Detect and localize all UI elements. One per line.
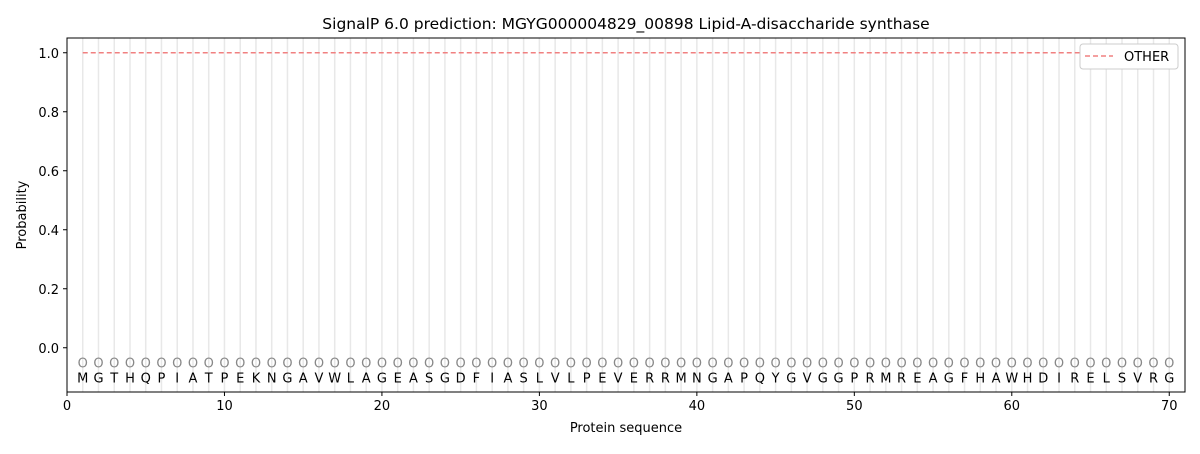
residue-label: M [77, 371, 88, 386]
residue-label: M [880, 371, 891, 386]
residue-label: I [490, 371, 494, 386]
residue-label: P [158, 371, 166, 386]
residue-label: A [929, 371, 938, 386]
residue-label: Y [771, 371, 780, 386]
residue-label: H [125, 371, 135, 386]
y-tick-label: 0.8 [38, 106, 59, 121]
chart-title: SignalP 6.0 prediction: MGYG000004829_00… [322, 15, 929, 34]
x-tick-label: 60 [1004, 399, 1021, 414]
x-tick-label: 10 [216, 399, 233, 414]
residue-label: D [456, 371, 466, 386]
residue-label: V [803, 371, 812, 386]
residue-label: I [175, 371, 179, 386]
residue-label: K [252, 371, 261, 386]
residue-label: G [786, 371, 796, 386]
residue-label: E [394, 371, 402, 386]
legend-box [1079, 43, 1179, 70]
residue-label: L [536, 371, 544, 386]
y-axis: 0.0 0.2 0.4 0.6 0.8 1.0 [38, 47, 67, 357]
residue-label: N [267, 371, 277, 386]
residue-label: G [1164, 371, 1174, 386]
x-tick-label: 50 [846, 399, 863, 414]
residue-label: L [347, 371, 355, 386]
residue-label: R [1070, 371, 1079, 386]
x-tick-label: 0 [63, 399, 71, 414]
residue-label: S [1118, 371, 1126, 386]
y-tick-label: 0.4 [38, 224, 59, 239]
residue-label: A [362, 371, 371, 386]
residue-label: E [913, 371, 921, 386]
residue-label: G [377, 371, 387, 386]
residue-label: H [1023, 371, 1033, 386]
y-tick-label: 1.0 [38, 47, 59, 62]
x-axis-label: Protein sequence [570, 421, 682, 436]
residue-label: A [409, 371, 418, 386]
residue-label: G [708, 371, 718, 386]
legend-label-other: OTHER [1124, 50, 1169, 65]
residue-label: P [850, 371, 858, 386]
y-tick-label: 0.2 [38, 283, 59, 298]
residue-label: V [1133, 371, 1142, 386]
residue-label: R [1149, 371, 1158, 386]
residue-label: G [944, 371, 954, 386]
residue-label: E [236, 371, 244, 386]
residue-label: L [1103, 371, 1111, 386]
residue-labels: OOOOOOOOOOOOOOOOOOOOOOOOOOOOOOOOOOOOOOOO… [77, 357, 1174, 387]
predicted-labels: OOOOOOOOOOOOOOOOOOOOOOOOOOOOOOOOOOOOOOOO… [78, 357, 1175, 372]
residue-label: H [975, 371, 985, 386]
residue-label: P [221, 371, 229, 386]
residue-label: G [93, 371, 103, 386]
residue-label: A [992, 371, 1001, 386]
residue-label: F [961, 371, 968, 386]
residue-label: E [1086, 371, 1094, 386]
residue-label: R [866, 371, 875, 386]
y-tick-label: 0.6 [38, 165, 59, 180]
x-tick-label: 20 [374, 399, 391, 414]
residue-label: A [299, 371, 308, 386]
residue-label: G [440, 371, 450, 386]
residue-label: T [204, 371, 213, 386]
residue-label: E [630, 371, 638, 386]
residue-label: M [676, 371, 687, 386]
plot-frame [66, 37, 1186, 393]
residue-label: S [520, 371, 528, 386]
residue-label: A [503, 371, 512, 386]
residue-label: W [328, 371, 341, 386]
residue-label: E [598, 371, 606, 386]
residue-label: W [1005, 371, 1018, 386]
residue-label: P [740, 371, 748, 386]
residue-label: R [661, 371, 670, 386]
residue-label: V [314, 371, 323, 386]
residue-label: T [109, 371, 118, 386]
residue-label: N [692, 371, 702, 386]
residue-label: G [818, 371, 828, 386]
residue-label: Q [141, 371, 151, 386]
x-tick-label: 40 [689, 399, 706, 414]
grid-lines [81, 38, 1171, 392]
residue-label: A [724, 371, 733, 386]
residue-label: R [645, 371, 654, 386]
residue-label: A [189, 371, 198, 386]
y-tick-label: 0.0 [38, 342, 59, 357]
residue-label: P [583, 371, 591, 386]
residue-label: V [614, 371, 623, 386]
residue-label: R [897, 371, 906, 386]
legend: OTHER [1079, 43, 1179, 70]
residue-label: D [1038, 371, 1048, 386]
residue-label: I [1057, 371, 1061, 386]
residue-label: Q [755, 371, 765, 386]
residue-label: F [473, 371, 480, 386]
x-tick-label: 30 [531, 399, 548, 414]
residue-label: G [834, 371, 844, 386]
residue-label: V [551, 371, 560, 386]
residue-label: G [282, 371, 292, 386]
residue-label: L [567, 371, 575, 386]
x-axis: 0 10 20 30 40 50 60 70 [63, 392, 1178, 414]
x-tick-label: 70 [1161, 399, 1178, 414]
residue-label: S [425, 371, 433, 386]
y-axis-label: Probability [15, 180, 30, 249]
